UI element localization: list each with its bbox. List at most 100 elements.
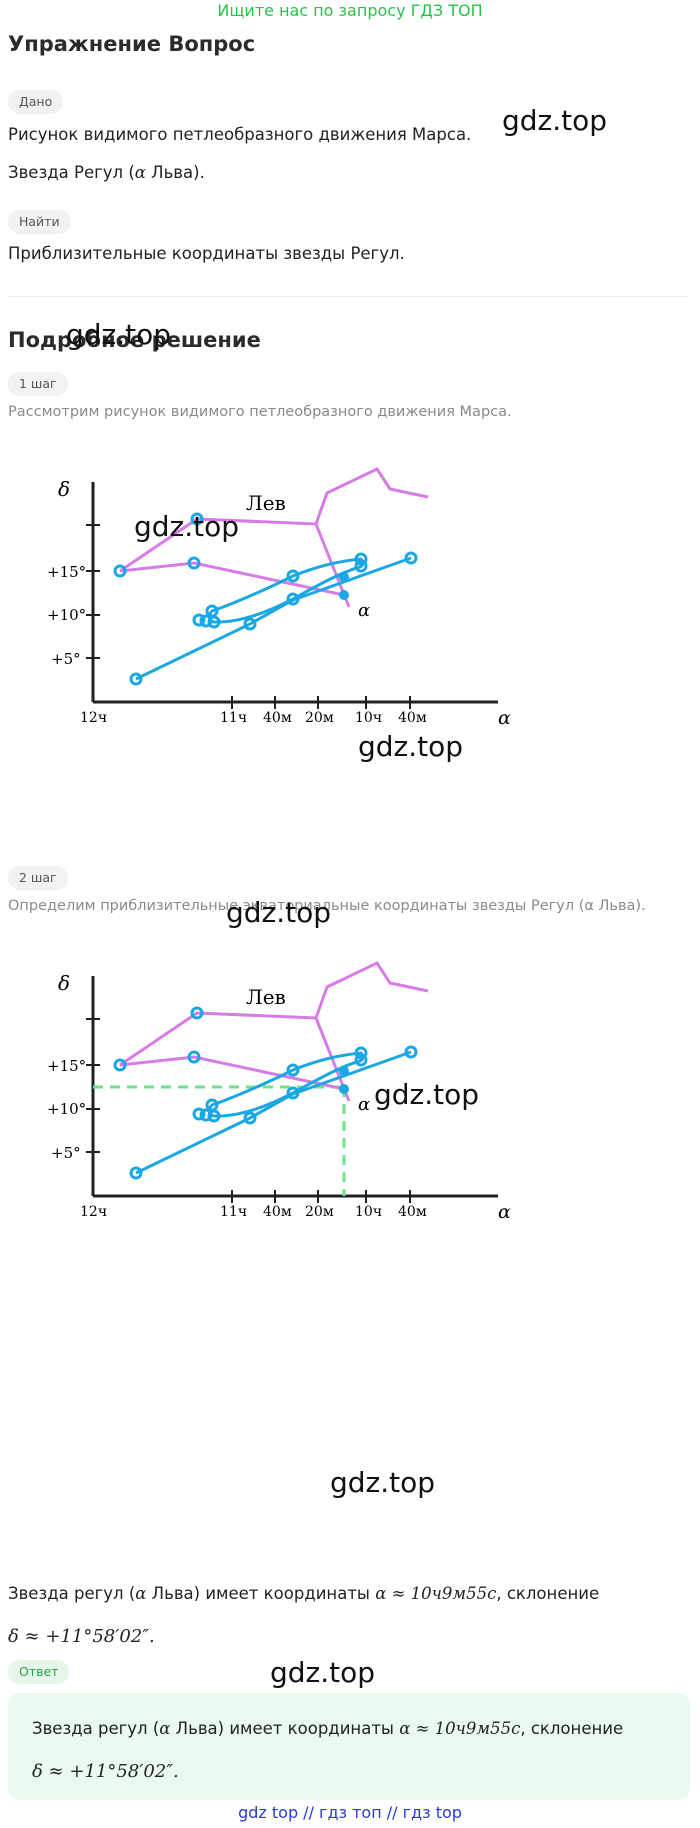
find-text: Приблизительные координаты звезды Регул. xyxy=(8,244,405,263)
chart-2-x-label: α xyxy=(498,1201,511,1223)
result-declination: δ ≈ +11°58′02″. xyxy=(8,1626,155,1647)
step-2-badge: 2 шаг xyxy=(8,866,68,890)
chart-2-mars-point xyxy=(354,1046,368,1060)
answer-right-ascension: α ≈ 10ч9м55с xyxy=(399,1719,521,1738)
chart-1-mars-point xyxy=(113,564,127,578)
chart-2-mars-point xyxy=(113,1058,127,1072)
chart-2-mars-path xyxy=(135,1050,412,1175)
result-alpha-symbol: α xyxy=(135,1584,147,1603)
chart-2-mars-points xyxy=(113,1006,418,1180)
answer-line-1: Звезда регул (α Льва) имеет координаты α… xyxy=(32,1717,623,1741)
chart-2-regulus-star xyxy=(339,1084,349,1094)
answer-declination: δ ≈ +11°58′02″. xyxy=(32,1761,179,1782)
watermark: gdz.top xyxy=(330,1466,436,1499)
chart-1-y-label: δ xyxy=(58,477,70,501)
chart-1-mars-point xyxy=(243,617,257,631)
chart-1-mars-point xyxy=(354,559,368,573)
chart-1-mars-point xyxy=(199,614,213,628)
answer-badge: Ответ xyxy=(8,1660,70,1684)
step-2: 2 шаг xyxy=(8,866,68,890)
chart-1-mars-point xyxy=(286,592,300,606)
mars-motion-chart-2: δ α +15° +10° +5° 12ч 11ч 40м 20м 10ч 40… xyxy=(47,961,511,1223)
find-badge: Найти xyxy=(8,210,71,234)
chart-1-star-label: α xyxy=(358,600,370,621)
chart-2-mars-point xyxy=(199,1108,213,1122)
given-line-2: Звезда Регул (α Льва). xyxy=(8,161,205,185)
chart-1-mars-point xyxy=(129,672,143,686)
chart-1-mars-loop xyxy=(207,557,365,624)
chart-2-mars-point xyxy=(129,1166,143,1180)
chart-1-mars-point xyxy=(404,551,418,565)
mars-motion-chart-1: δ α +15° +10° +5° 12ч 11ч 40м 20м 10ч 40… xyxy=(47,467,511,729)
chart-1-xtick-40m-b: 40м xyxy=(398,710,427,726)
chart-2-leo-outline xyxy=(119,961,429,1067)
chart-1-leo-sickle xyxy=(119,561,345,597)
watermark: gdz.top xyxy=(358,730,464,763)
watermark: gdz.top xyxy=(134,510,240,543)
step-1-text: Рассмотрим рисунок видимого петлеобразно… xyxy=(8,404,512,420)
step-1-badge: 1 шаг xyxy=(8,372,68,396)
watermark: gdz.top xyxy=(66,318,172,351)
answer-mid: Льва) имеет координаты xyxy=(170,1719,400,1738)
chart-2-mars-point xyxy=(190,1006,204,1020)
page-title: Упражнение Вопрос xyxy=(8,32,256,56)
chart-2-mars-point xyxy=(205,1098,219,1112)
chart-2-tick-15: +15° xyxy=(47,1057,86,1075)
chart-2-xtick-11h: 11ч xyxy=(220,1204,247,1220)
chart-2-tick-5: +5° xyxy=(51,1144,81,1162)
chart-1-xtick-40m: 40м xyxy=(263,710,292,726)
top-search-link[interactable]: Ищите нас по запросу ГДЗ ТОП xyxy=(217,1,483,20)
result-post: , склонение xyxy=(496,1584,600,1603)
chart-1-mars-upper-track xyxy=(292,556,412,602)
chart-1-mars-point xyxy=(190,512,204,526)
given-section: Дано xyxy=(8,90,64,114)
given-line-1: Рисунок видимого петлеобразного движения… xyxy=(8,125,472,144)
result-line-1: Звезда регул (α Льва) имеет координаты α… xyxy=(8,1582,599,1606)
chart-2-mars-point xyxy=(286,1063,300,1077)
watermark: gdz.top xyxy=(374,1078,480,1111)
chart-2-mars-point xyxy=(286,1086,300,1100)
watermark: gdz.top xyxy=(502,104,608,137)
chart-2-xtick-12h: 12ч xyxy=(80,1204,107,1220)
chart-1-mars-point xyxy=(286,569,300,583)
chart-2-xtick-40m-b: 40м xyxy=(398,1204,427,1220)
chart-2-mars-point xyxy=(243,1111,257,1125)
watermark: gdz.top xyxy=(226,896,332,929)
chart-1-mars-path xyxy=(135,556,412,681)
chart-2-xtick-20m: 20м xyxy=(305,1204,334,1220)
answer-alpha-symbol: α xyxy=(159,1719,171,1738)
answer-post: , склонение xyxy=(520,1719,624,1738)
chart-1-tick-10: +10° xyxy=(47,606,86,624)
chart-1-mars-points xyxy=(113,512,418,686)
chart-2-mars-point xyxy=(354,1053,368,1067)
chart-1-constellation-label: Лев xyxy=(246,491,286,515)
chart-1-axes xyxy=(86,482,498,709)
chart-2-mars-upper-track xyxy=(292,1050,412,1096)
chart-2-xtick-10h: 10ч xyxy=(355,1204,382,1220)
given-alpha-symbol: α xyxy=(134,163,146,182)
chart-2-mars-lower-track xyxy=(135,1092,294,1175)
chart-2-y-label: δ xyxy=(58,971,70,995)
chart-1-xtick-11h: 11ч xyxy=(220,710,247,726)
step-2-text: Определим приблизительные экваториальные… xyxy=(8,898,646,914)
chart-1-xtick-10h: 10ч xyxy=(355,710,382,726)
chart-2-mars-loop xyxy=(207,1051,365,1118)
given-line-2-pre: Звезда Регул ( xyxy=(8,163,135,182)
result-pre: Звезда регул ( xyxy=(8,1584,136,1603)
chart-2-leo-sickle xyxy=(119,1055,345,1091)
chart-1-mars-point xyxy=(192,613,206,627)
given-badge: Дано xyxy=(8,90,64,114)
answer-box xyxy=(8,1693,690,1800)
find-section: Найти xyxy=(8,210,71,234)
chart-1-xtick-12h: 12ч xyxy=(80,710,107,726)
step-1: 1 шаг xyxy=(8,372,68,396)
chart-2-constellation-label: Лев xyxy=(246,985,286,1009)
chart-2-mars-point xyxy=(404,1045,418,1059)
chart-2-mars-filled-point xyxy=(339,1066,349,1076)
solution-title: Подробное решение xyxy=(8,328,261,352)
chart-1-x-label: α xyxy=(498,707,511,729)
section-divider xyxy=(8,296,688,297)
chart-1-mars-point xyxy=(205,604,219,618)
result-right-ascension: α ≈ 10ч9м55с xyxy=(375,1584,497,1603)
footer-links[interactable]: gdz top // гдз топ // гдз top xyxy=(238,1803,462,1822)
